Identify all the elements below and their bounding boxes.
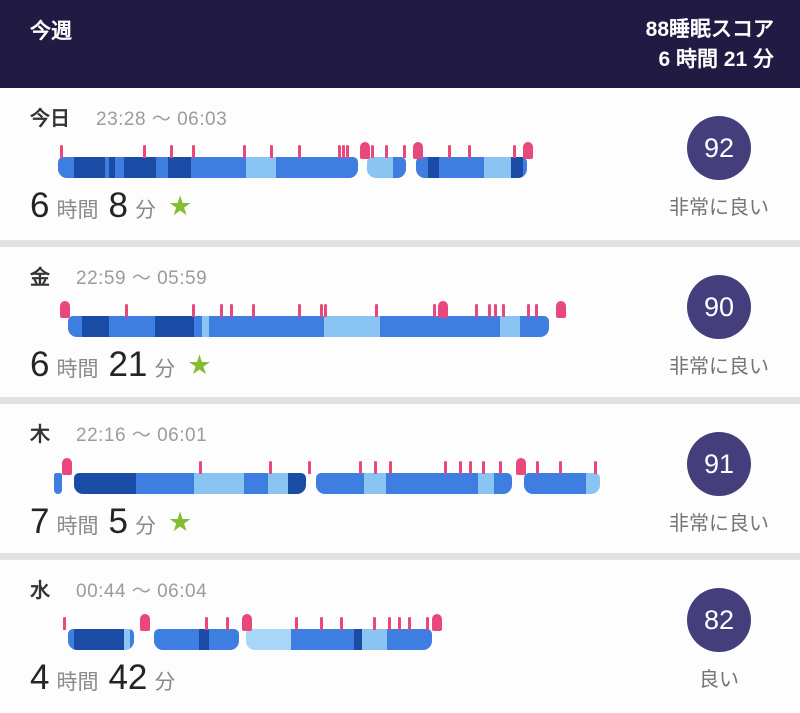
sleep-quality-label: 非常に良い [669, 197, 769, 219]
sleep-stages-chart [30, 301, 800, 337]
minutes-unit-label: 分 [154, 671, 176, 694]
minutes-unit-label: 分 [154, 358, 176, 381]
sleep-stages-chart [30, 458, 800, 494]
goal-star-icon: ★ [167, 190, 193, 221]
score-column: 90 非常に良い [660, 275, 778, 379]
sleep-stages-chart [30, 142, 800, 178]
sleep-quality-label: 非常に良い [669, 356, 769, 378]
weekly-header: 今週 88睡眠スコア 6 時間 21 分 [0, 0, 800, 88]
sleep-quality-label: 非常に良い [669, 513, 769, 535]
minutes-unit-label: 分 [134, 199, 156, 222]
duration-minutes: 5 [108, 502, 128, 541]
hours-unit-label: 時間 [56, 671, 99, 694]
goal-star-icon: ★ [187, 349, 212, 380]
duration-minutes: 42 [108, 658, 148, 697]
duration-hours: 6 [30, 345, 50, 384]
duration-hours: 4 [30, 658, 50, 697]
sleep-time-range: 23:28 ～ 06:03 [96, 109, 228, 130]
sleep-duration: 7 時間 5 分 ★ [30, 502, 800, 542]
sleep-score-badge: 82 [687, 588, 751, 652]
sleep-duration: 6 時間 8 分 ★ [30, 186, 800, 226]
sleep-duration: 6 時間 21 分 ★ [30, 345, 800, 385]
sleep-time-range: 22:59 ～ 05:59 [76, 268, 208, 289]
score-column: 82 良い [660, 588, 778, 692]
sleep-day-list: 今日 23:28 ～ 06:03 6 時間 8 分 ★ 92 非常に良い 金 2… [0, 88, 800, 713]
hours-unit-label: 時間 [56, 199, 99, 222]
hours-unit-label: 時間 [56, 515, 99, 538]
minutes-unit-label: 分 [134, 515, 156, 538]
day-header: 水 00:44 ～ 06:04 [30, 574, 800, 603]
day-label: 水 [30, 580, 50, 602]
day-label: 金 [30, 267, 50, 289]
sleep-day-card[interactable]: 木 22:16 ～ 06:01 7 時間 5 分 ★ 91 非常に良い [0, 404, 800, 553]
day-label: 今日 [30, 108, 70, 130]
weekly-avg-duration: 6 時間 21 分 [658, 48, 774, 71]
sleep-score-badge: 90 [687, 275, 751, 339]
sleep-score-badge: 91 [687, 432, 751, 496]
sleep-time-range: 00:44 ～ 06:04 [76, 581, 208, 602]
sleep-score-badge: 92 [687, 116, 751, 180]
duration-minutes: 8 [108, 186, 128, 225]
sleep-day-card[interactable]: 金 22:59 ～ 05:59 6 時間 21 分 ★ 90 非常に良い [0, 247, 800, 397]
day-header: 今日 23:28 ～ 06:03 [30, 102, 800, 131]
duration-minutes: 21 [108, 345, 148, 384]
duration-hours: 6 [30, 186, 50, 225]
duration-hours: 7 [30, 502, 50, 541]
hours-unit-label: 時間 [56, 358, 99, 381]
sleep-time-range: 22:16 ～ 06:01 [76, 425, 208, 446]
score-column: 92 非常に良い [660, 116, 778, 220]
day-header: 金 22:59 ～ 05:59 [30, 261, 800, 290]
weekly-sleep-score: 88睡眠スコア [645, 18, 774, 41]
sleep-duration: 4 時間 42 分 ★ [30, 658, 800, 698]
sleep-day-card[interactable]: 水 00:44 ～ 06:04 4 時間 42 分 ★ 82 良い [0, 560, 800, 713]
day-label: 木 [30, 424, 50, 446]
goal-star-icon: ★ [167, 506, 193, 537]
sleep-stages-chart [30, 614, 800, 650]
score-column: 91 非常に良い [660, 432, 778, 536]
period-label: 今週 [30, 20, 72, 43]
sleep-quality-label: 良い [699, 669, 739, 691]
weekly-summary: 88睡眠スコア 6 時間 21 分 [646, 15, 774, 88]
sleep-day-card[interactable]: 今日 23:28 ～ 06:03 6 時間 8 分 ★ 92 非常に良い [0, 88, 800, 240]
day-header: 木 22:16 ～ 06:01 [30, 418, 800, 447]
